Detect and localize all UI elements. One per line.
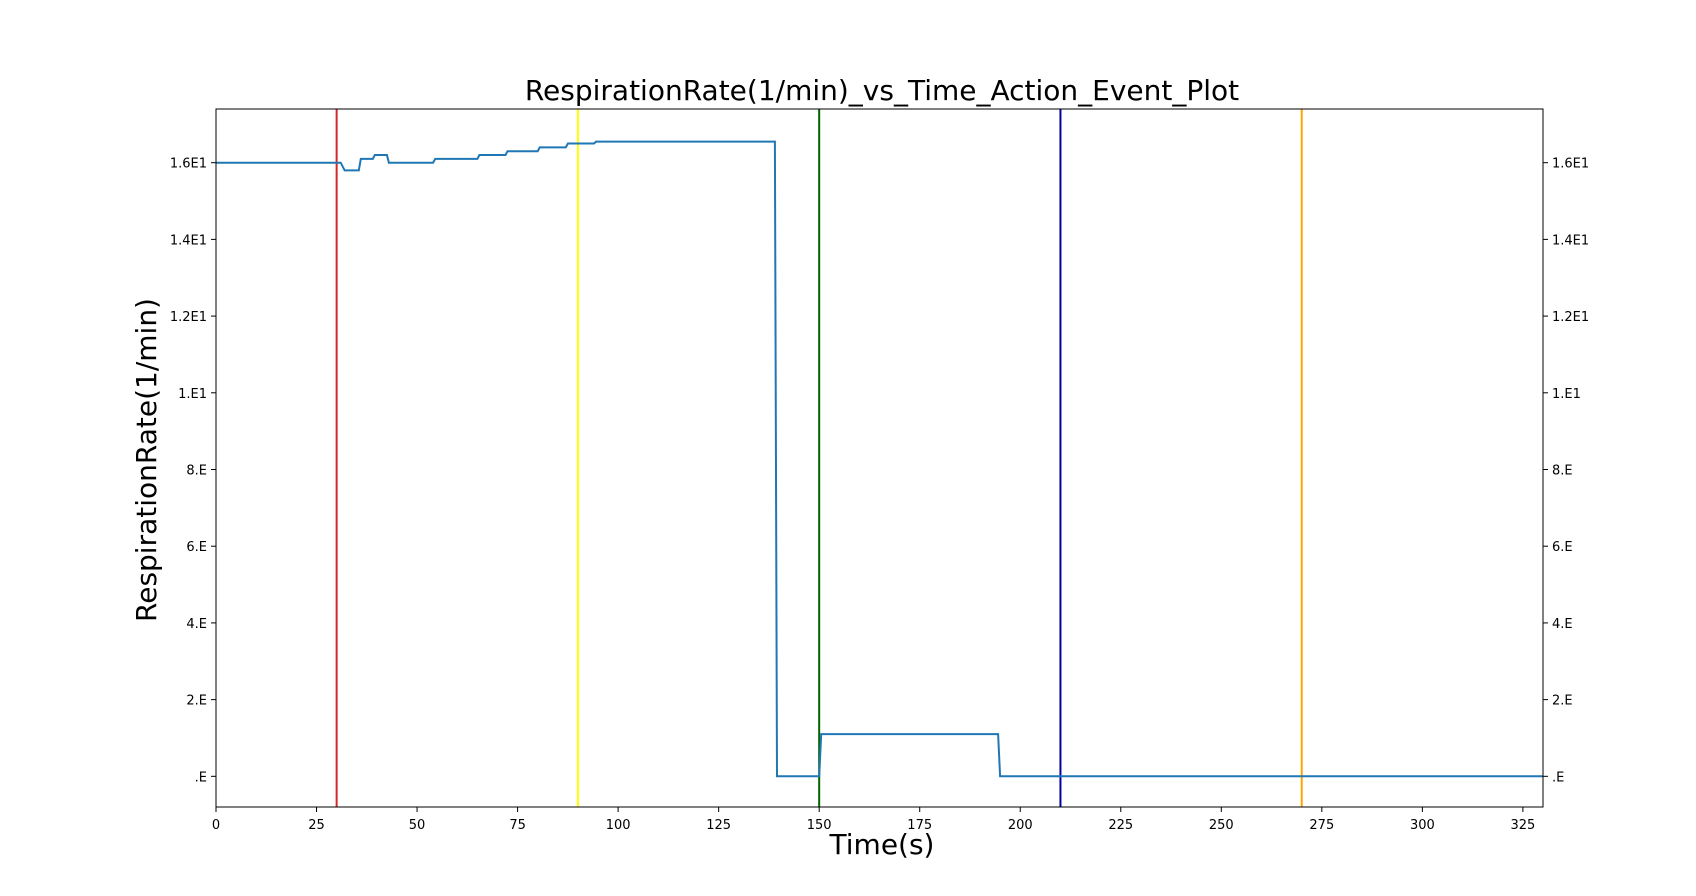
x-tick-label: 25 [308, 818, 325, 833]
y-axis-ticks-left: .E 2.E 4.E 6.E 8.E 1.E1 1.2E1 1.4E1 1.6E1 [170, 157, 216, 785]
series-layer [216, 140, 1543, 778]
series-line-0 [216, 140, 1543, 778]
x-tick-label: 200 [1008, 818, 1033, 833]
x-axis-ticks: 0 25 50 75 100 125 150 175 200 225 250 275 300 325 [212, 807, 1535, 833]
y-tick-label-left: 1.6E1 [170, 157, 207, 172]
y-tick-label-left: 8.E [186, 464, 207, 479]
x-tick-label: 75 [509, 818, 526, 833]
x-tick-label: 100 [606, 818, 631, 833]
event-lines [335, 109, 1303, 807]
y-axis-ticks-right: .E 2.E 4.E 6.E 8.E 1.E1 1.2E1 1.4E1 1.6E1 [1543, 157, 1589, 785]
y-tick-label-left: 1.4E1 [170, 233, 207, 248]
x-tick-label: 0 [212, 818, 220, 833]
x-tick-label: 175 [907, 818, 932, 833]
plot-frame [215, 108, 1544, 808]
y-tick-label-left: 1.E1 [178, 387, 207, 402]
x-tick-label: 50 [409, 818, 426, 833]
y-tick-label-right: 2.E [1552, 694, 1573, 709]
y-tick-label-right: 1.2E1 [1552, 310, 1589, 325]
y-tick-label-left: 1.2E1 [170, 310, 207, 325]
x-tick-label: 325 [1510, 818, 1535, 833]
x-axis-label: Time(s) [829, 828, 935, 861]
y-tick-label-left: 6.E [186, 540, 207, 555]
y-tick-label-right: 1.4E1 [1552, 233, 1589, 248]
x-tick-label: 250 [1209, 818, 1234, 833]
chart-title: RespirationRate(1/min)_vs_Time_Action_Ev… [525, 74, 1239, 107]
y-tick-label-left: .E [195, 770, 207, 785]
y-tick-label-right: 6.E [1552, 540, 1573, 555]
x-tick-label: 150 [807, 818, 832, 833]
y-tick-label-right: 4.E [1552, 617, 1573, 632]
y-tick-label-right: 8.E [1552, 464, 1573, 479]
x-tick-label: 300 [1410, 818, 1435, 833]
y-tick-label-right: 1.6E1 [1552, 157, 1589, 172]
y-tick-label-left: 2.E [186, 694, 207, 709]
y-axis-label: RespirationRate(1/min) [130, 298, 163, 622]
y-tick-label-right: 1.E1 [1552, 387, 1581, 402]
x-tick-label: 275 [1309, 818, 1334, 833]
x-tick-label: 225 [1108, 818, 1133, 833]
x-tick-label: 125 [706, 818, 731, 833]
y-tick-label-left: 4.E [186, 617, 207, 632]
y-tick-label-right: .E [1552, 770, 1564, 785]
